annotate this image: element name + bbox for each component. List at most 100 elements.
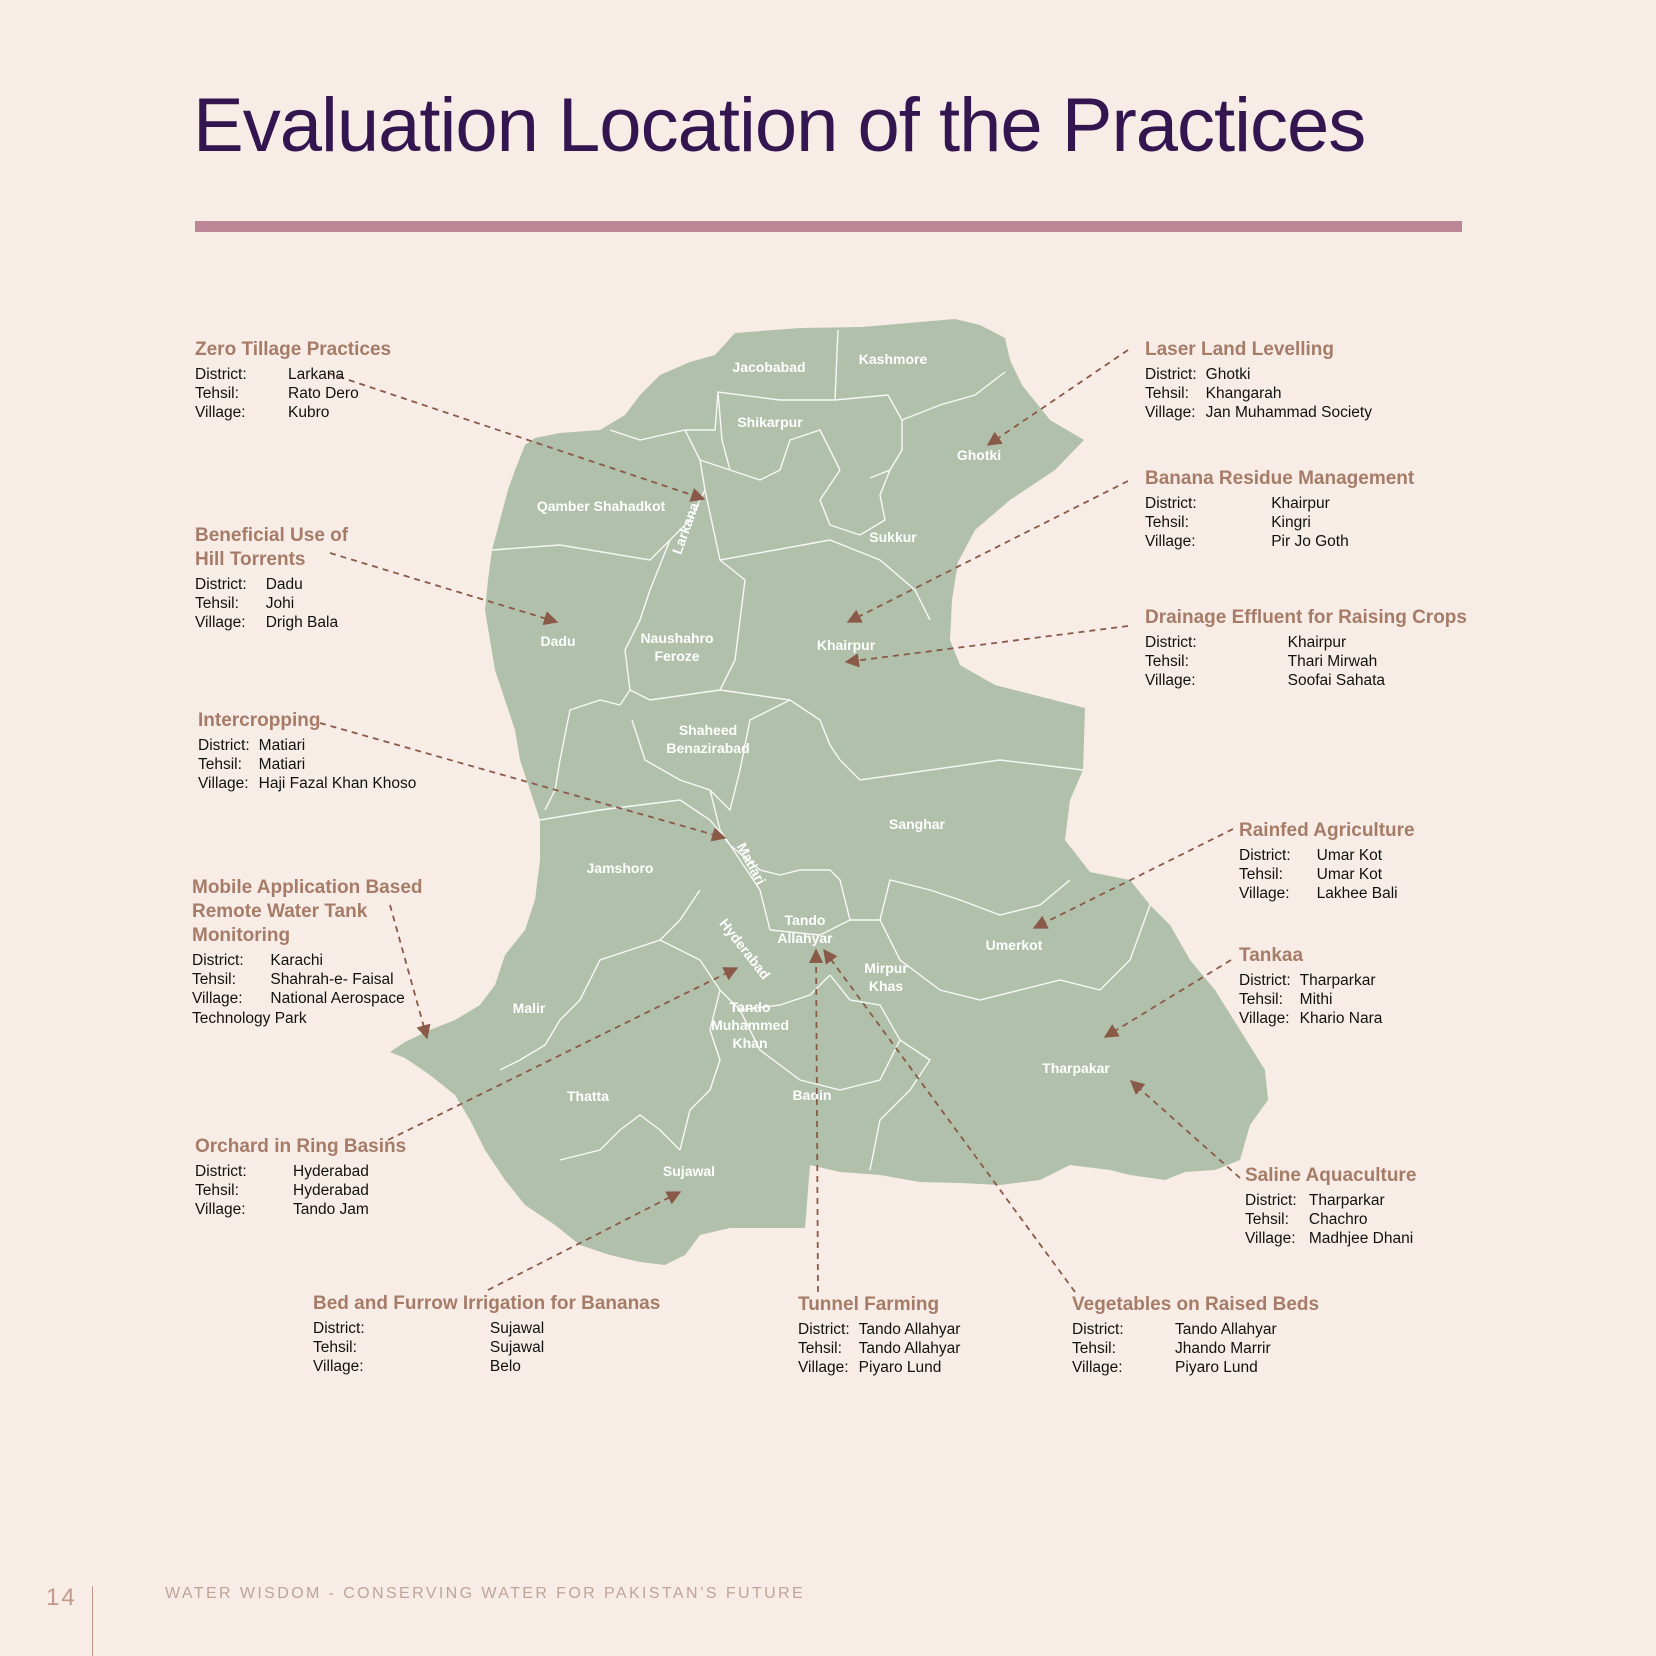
tehsil-label: Tehsil: bbox=[1072, 1340, 1116, 1358]
village-label: Village: bbox=[1072, 1359, 1123, 1377]
tehsil-label: Tehsil: bbox=[1145, 514, 1189, 532]
tehsil-value: Matiari bbox=[258, 756, 306, 774]
tehsil-label: Tehsil: bbox=[798, 1340, 842, 1358]
practice-rainfed-agriculture: Rainfed Agriculture District: Umar Kot Te… bbox=[1239, 819, 1415, 904]
village-label: Village: bbox=[798, 1359, 849, 1377]
practice-laser-levelling: Laser Land Levelling District: Ghotki Teh… bbox=[1145, 338, 1372, 423]
connector-drainage-effluent bbox=[844, 625, 1129, 668]
district-value: Khairpur bbox=[1287, 634, 1347, 651]
tehsil-value: Umar Kot bbox=[1316, 866, 1383, 884]
connector-intercropping bbox=[319, 722, 727, 842]
practice-zero-tillage: Zero Tillage Practices District: Larkana … bbox=[195, 338, 391, 423]
district-value: Tharparkar bbox=[1299, 972, 1376, 989]
village-label: Village: bbox=[195, 614, 246, 632]
connector-banana-residue bbox=[846, 480, 1129, 623]
practice-hill-torrents: Beneficial Use of Hill Torrents District… bbox=[195, 524, 348, 633]
district-label-sanghar: Sanghar bbox=[889, 816, 946, 832]
tehsil-value: Hyderabad bbox=[293, 1182, 369, 1200]
tehsil-label: Tehsil: bbox=[1239, 991, 1283, 1009]
village-value: Tando Jam bbox=[293, 1201, 369, 1219]
practice-title: Beneficial Use of Hill Torrents bbox=[195, 525, 349, 570]
tehsil-label: Tehsil: bbox=[192, 971, 236, 989]
practice-title: Vegetables on Raised Beds bbox=[1072, 1294, 1320, 1315]
district-value: Tando Allahyar bbox=[858, 1321, 961, 1338]
tehsil-value: Johi bbox=[265, 595, 295, 613]
village-value: Belo bbox=[489, 1358, 521, 1376]
district-label: District: bbox=[313, 1320, 365, 1337]
tehsil-value: Sujawal bbox=[489, 1339, 545, 1357]
district-value: Matiari bbox=[258, 737, 306, 754]
connector-tunnel-farming bbox=[808, 948, 824, 1293]
district-value: Karachi bbox=[270, 952, 323, 969]
tehsil-label: Tehsil: bbox=[1145, 385, 1189, 403]
practice-title: Orchard in Ring Basins bbox=[195, 1136, 407, 1157]
connector-orchard bbox=[387, 967, 739, 1141]
district-value: Larkana bbox=[288, 366, 345, 383]
district-label-sukkur: Sukkur bbox=[869, 529, 917, 545]
practice-water-tank-monitoring: Mobile Application Based Remote Water Ta… bbox=[192, 876, 423, 1028]
tehsil-label: Tehsil: bbox=[1145, 653, 1189, 671]
practice-title: Bed and Furrow Irrigation for Bananas bbox=[313, 1293, 661, 1314]
practice-bed-furrow: Bed and Furrow Irrigation for Bananas Di… bbox=[313, 1292, 660, 1377]
practice-title: Tankaa bbox=[1239, 945, 1304, 966]
village-value: Khario Nara bbox=[1299, 1010, 1383, 1028]
tehsil-value: Shahrah-e- Faisal bbox=[270, 971, 394, 989]
tehsil-label: Tehsil: bbox=[1245, 1211, 1289, 1229]
district-label-tando-muhammed-khan-1: Tando bbox=[730, 999, 771, 1015]
village-label: Village: bbox=[195, 1201, 246, 1219]
district-label-khairpur: Khairpur bbox=[817, 637, 876, 653]
practice-intercropping: Intercropping District: Matiari Tehsil: Ma… bbox=[198, 709, 416, 794]
connector-bed-furrow bbox=[487, 1191, 682, 1291]
district-label-jacobabad: Jacobabad bbox=[732, 359, 805, 375]
village-label: Village: bbox=[1145, 533, 1196, 551]
tehsil-value: Thari Mirwah bbox=[1287, 653, 1378, 671]
district-label-shaheed: Shaheed bbox=[679, 722, 737, 738]
district-value: Dadu bbox=[265, 576, 303, 593]
district-label-jamshoro: Jamshoro bbox=[587, 860, 654, 876]
village-value-continued: Technology Park bbox=[192, 1009, 307, 1027]
district-label-tharpakar: Tharpakar bbox=[1042, 1060, 1110, 1076]
district-label-thatta: Thatta bbox=[567, 1088, 609, 1104]
district-label: District: bbox=[1145, 495, 1197, 512]
practice-saline-aquaculture: Saline Aquaculture District: Tharparkar T… bbox=[1245, 1164, 1416, 1249]
village-label: Village: bbox=[195, 404, 246, 422]
practice-title: Zero Tillage Practices bbox=[195, 339, 392, 360]
tehsil-label: Tehsil: bbox=[313, 1339, 357, 1357]
tehsil-label: Tehsil: bbox=[198, 756, 242, 774]
village-value: Jan Muhammad Society bbox=[1205, 404, 1372, 422]
district-value: Umar Kot bbox=[1316, 847, 1383, 864]
village-label: Village: bbox=[1239, 885, 1290, 903]
district-label-sujawal: Sujawal bbox=[663, 1163, 715, 1179]
practice-title: Rainfed Agriculture bbox=[1239, 820, 1415, 841]
footer-publication-title: WATER WISDOM - CONSERVING WATER FOR PAKI… bbox=[165, 1585, 806, 1602]
connector-raised-beds bbox=[823, 948, 1076, 1293]
district-boundaries bbox=[491, 329, 1151, 1171]
district-value: Hyderabad bbox=[293, 1163, 369, 1180]
district-label-dadu: Dadu bbox=[541, 633, 576, 649]
district-label: District: bbox=[195, 366, 247, 383]
village-value: Piyaro Lund bbox=[1175, 1359, 1258, 1377]
tehsil-value: Khangarah bbox=[1205, 385, 1282, 403]
village-label: Village: bbox=[313, 1358, 364, 1376]
connector-saline-aquaculture bbox=[1129, 1080, 1241, 1179]
district-label-tando-muhammed-khan-3: Khan bbox=[733, 1035, 768, 1051]
village-value: Piyaro Lund bbox=[858, 1359, 942, 1377]
district-label: District: bbox=[1145, 634, 1197, 651]
tehsil-label: Tehsil: bbox=[195, 595, 239, 613]
district-label: District: bbox=[1245, 1192, 1297, 1209]
district-label-badin: Badin bbox=[793, 1087, 832, 1103]
district-label-feroze: Feroze bbox=[654, 648, 699, 664]
footer-divider bbox=[92, 1586, 93, 1656]
connector-arrows bbox=[319, 349, 1241, 1293]
practice-title: Drainage Effluent for Raising Crops bbox=[1145, 607, 1467, 628]
district-label: District: bbox=[192, 952, 244, 969]
practice-tankaa: Tankaa District: Tharparkar Tehsil: Mithi … bbox=[1239, 944, 1382, 1029]
practice-raised-beds: Vegetables on Raised Beds District: Tando… bbox=[1072, 1293, 1319, 1378]
district-label-mirpur: Mirpur bbox=[864, 960, 908, 976]
tehsil-value: Chachro bbox=[1308, 1211, 1368, 1229]
village-label: Village: bbox=[1239, 1010, 1290, 1028]
practice-title: Mobile Application Based Remote Water Ta… bbox=[192, 877, 423, 946]
district-label: District: bbox=[1239, 847, 1291, 864]
district-value: Tando Allahyar bbox=[1175, 1321, 1277, 1338]
